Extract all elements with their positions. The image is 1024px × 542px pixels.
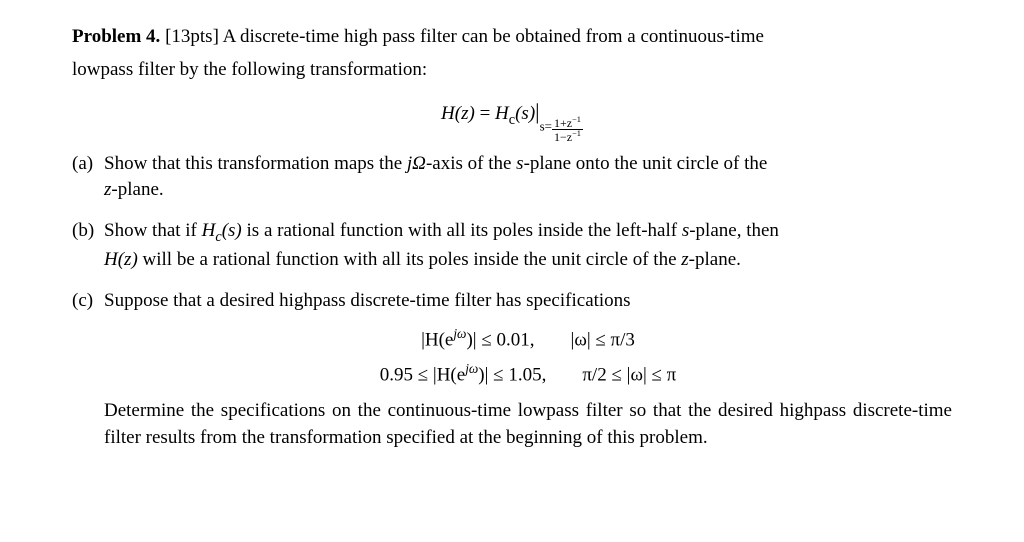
problem-header: Problem 4. [13pts] A discrete-time high … — [72, 24, 952, 51]
problem-points: [13pts] — [165, 26, 219, 47]
eq-rhs-fn: H — [495, 103, 509, 124]
eq-fraction: 1+z−11−z−1 — [552, 116, 583, 143]
eq-sign: = — [475, 103, 495, 124]
part-a-label: (a) — [72, 151, 104, 204]
part-a-body: Show that this transformation maps the j… — [104, 151, 952, 204]
part-c-label: (c) — [72, 288, 104, 452]
part-c-conclusion: Determine the specifications on the cont… — [104, 398, 952, 451]
part-b-label: (b) — [72, 218, 104, 274]
spec-row-1: |H(ejω)| ≤ 0.01,|ω| ≤ π/3 — [104, 325, 952, 354]
part-c-intro: Suppose that a desired highpass discrete… — [104, 290, 631, 311]
eq-frac-den: 1−z−1 — [552, 130, 583, 143]
part-c: (c) Suppose that a desired highpass disc… — [72, 288, 952, 452]
problem-label: Problem 4. — [72, 26, 160, 47]
eq-substitution: s=1+z−11−z−1 — [540, 114, 583, 141]
part-a: (a) Show that this transformation maps t… — [72, 151, 952, 204]
eq-rhs-arg: (s) — [515, 103, 535, 124]
spec-row-2: 0.95 ≤ |H(ejω)| ≤ 1.05,π/2 ≤ |ω| ≤ π — [104, 360, 952, 389]
eq-lhs: H(z) — [441, 103, 475, 124]
parts-list: (a) Show that this transformation maps t… — [72, 151, 952, 452]
intro-line1: A discrete-time high pass filter can be … — [223, 26, 764, 47]
eq-frac-num: 1+z−1 — [552, 116, 583, 130]
part-c-body: Suppose that a desired highpass discrete… — [104, 288, 952, 452]
eq-sub-prefix: s= — [540, 118, 552, 133]
part-b-body: Show that if Hc(s) is a rational functio… — [104, 218, 952, 274]
part-b: (b) Show that if Hc(s) is a rational fun… — [72, 218, 952, 274]
main-equation: H(z) = Hc(s)|s=1+z−11−z−1 — [72, 97, 952, 134]
intro-line2: lowpass filter by the following transfor… — [72, 57, 952, 84]
spec-block: |H(ejω)| ≤ 0.01,|ω| ≤ π/3 0.95 ≤ |H(ejω)… — [104, 325, 952, 389]
problem-page: Problem 4. [13pts] A discrete-time high … — [0, 0, 1024, 490]
